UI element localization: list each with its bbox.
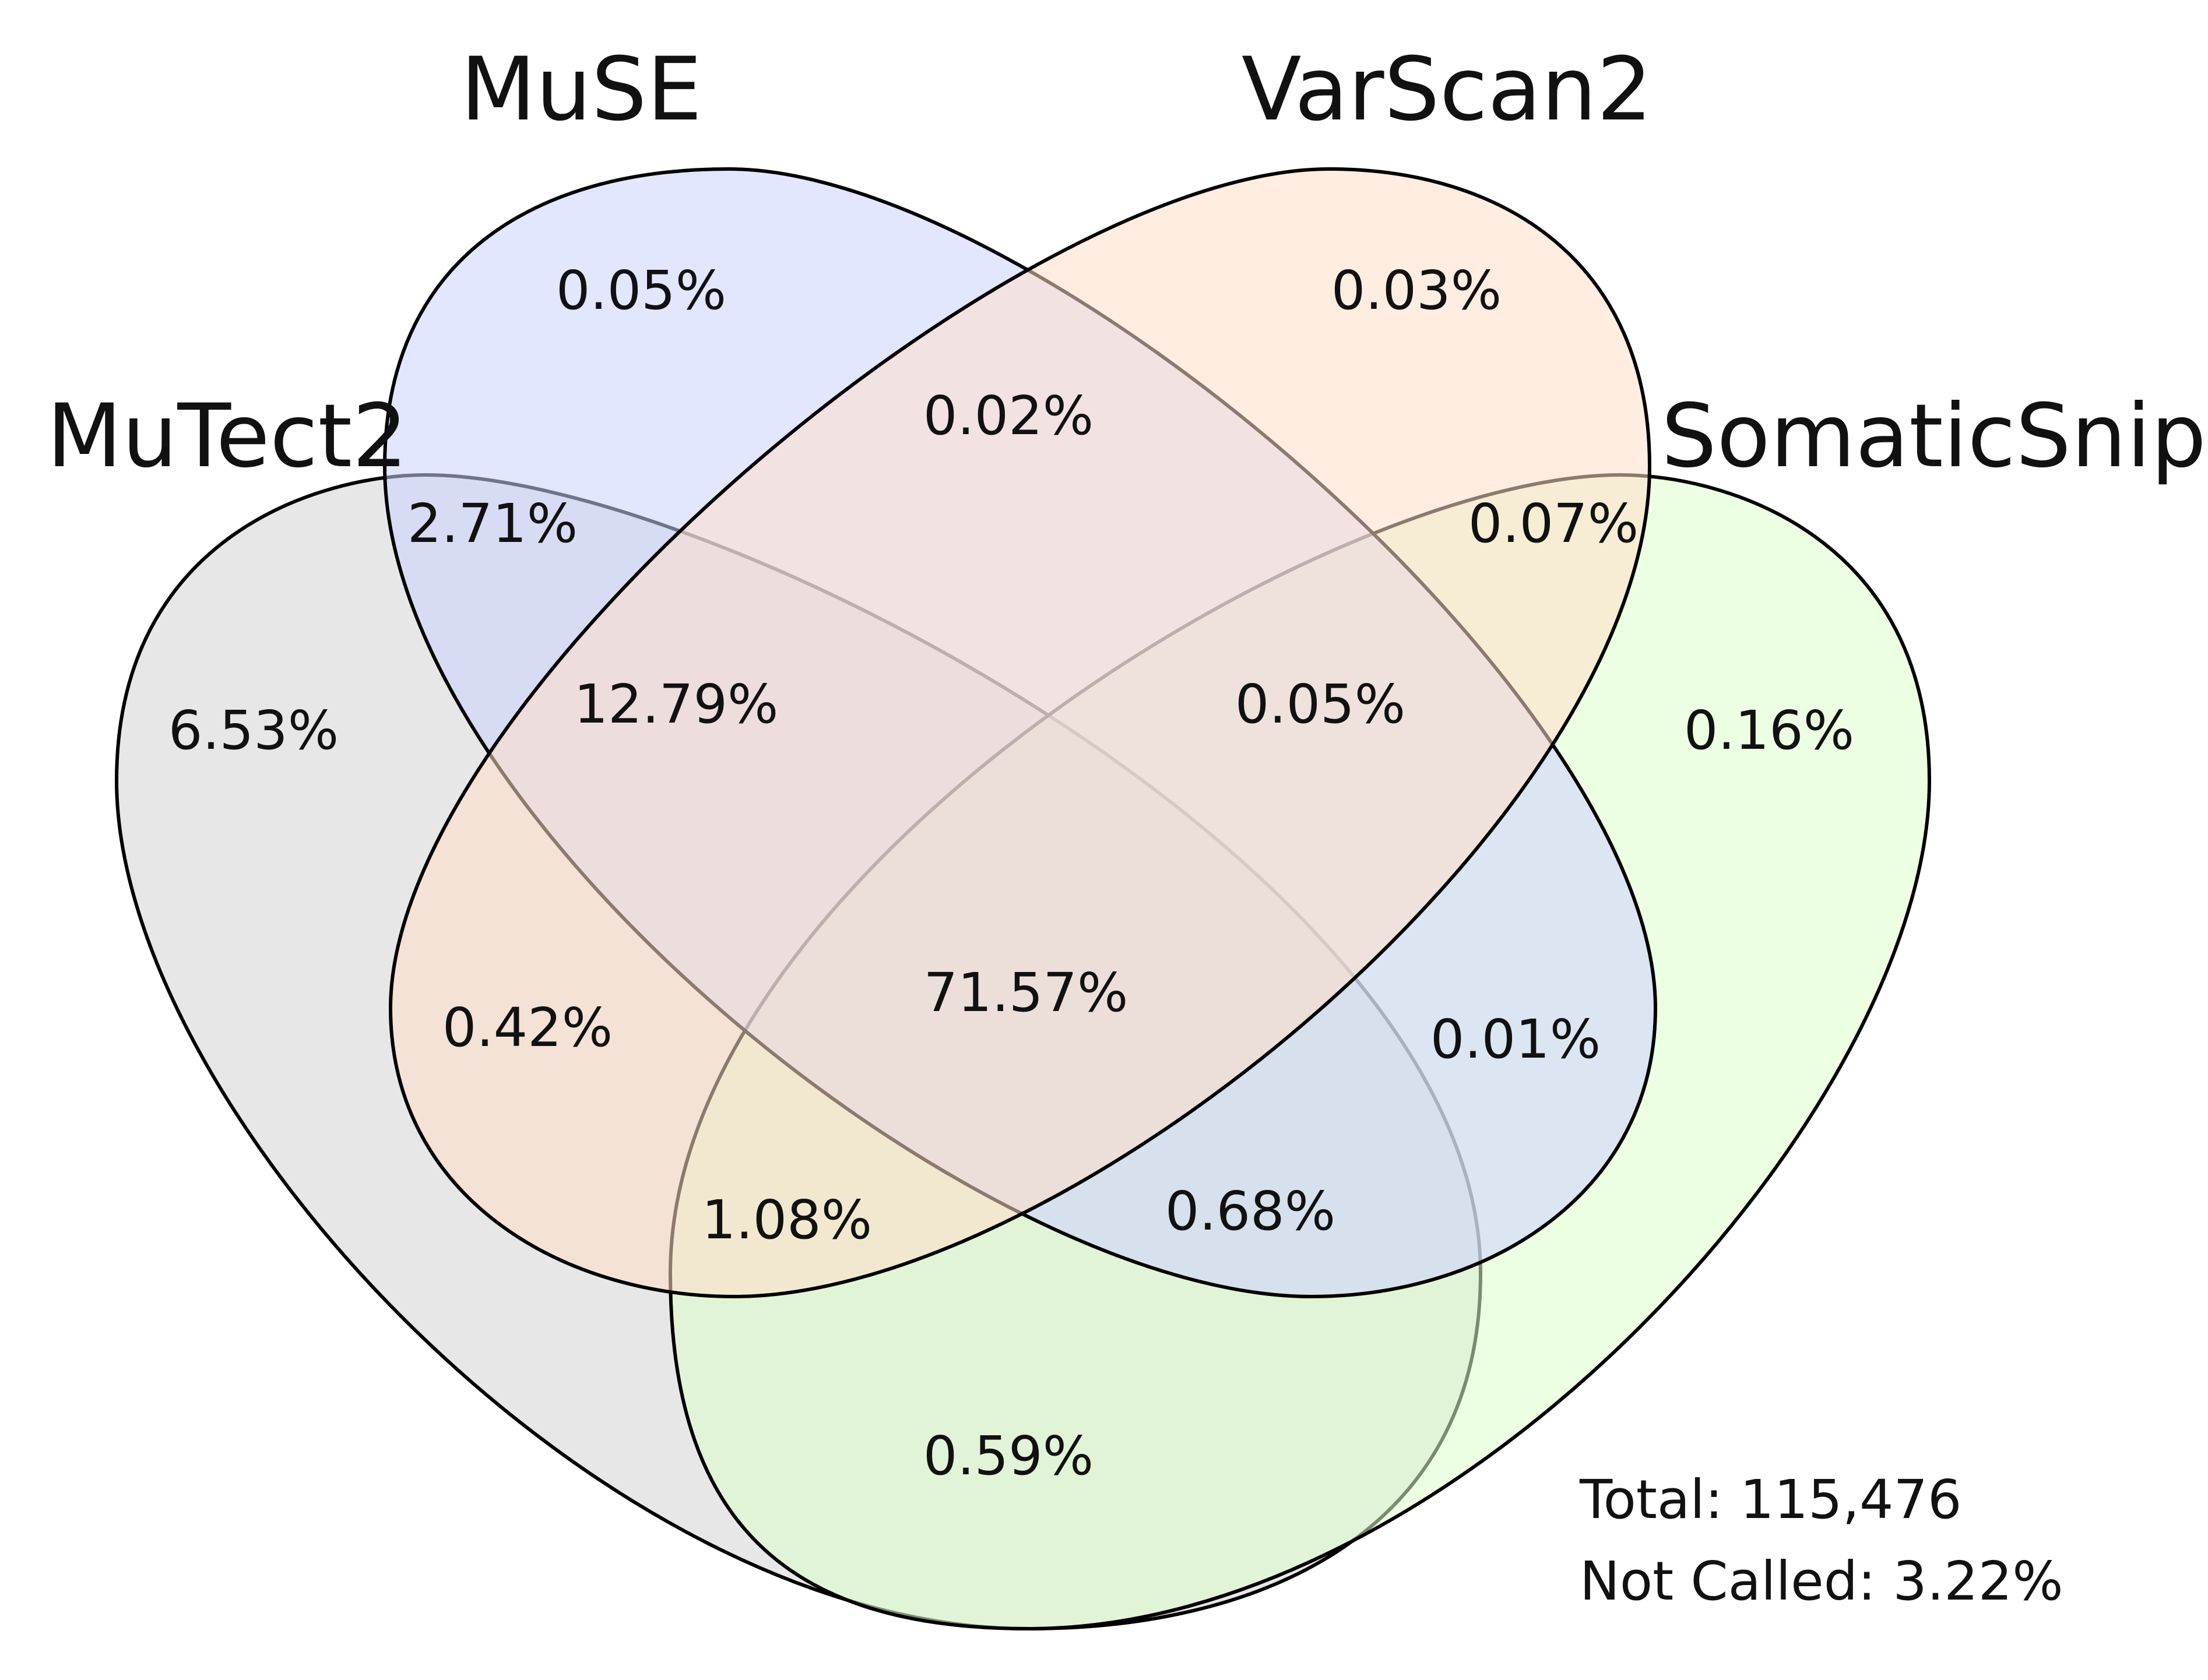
varscan2-set bbox=[388, 167, 1652, 1299]
region-mutect2-muse: 2.71% bbox=[407, 492, 578, 555]
region-mutect2-somaticsniper: 0.59% bbox=[923, 1425, 1094, 1487]
varscan2-title: VarScan2 bbox=[1242, 39, 1653, 140]
region-somaticsniper-only: 0.16% bbox=[1684, 699, 1854, 762]
mutect2-title: MuTect2 bbox=[47, 386, 408, 487]
region-muse-somaticsniper: 0.01% bbox=[1430, 1008, 1601, 1070]
region-mutect2-only: 6.53% bbox=[168, 699, 339, 762]
muse-title: MuSE bbox=[460, 39, 702, 140]
region-mutect2-varscan2-somaticsniper: 1.08% bbox=[702, 1189, 872, 1251]
region-all-four: 71.57% bbox=[924, 961, 1128, 1024]
region-muse-varscan2-somaticsniper: 0.05% bbox=[1235, 673, 1405, 735]
not-called-percent: Not Called: 3.22% bbox=[1580, 1550, 2063, 1612]
region-mutect2-varscan2: 0.42% bbox=[442, 996, 613, 1059]
region-muse-only: 0.05% bbox=[556, 259, 726, 322]
region-varscan2-only: 0.03% bbox=[1331, 259, 1502, 322]
region-mutect2-muse-somaticsniper: 0.68% bbox=[1165, 1180, 1335, 1242]
region-muse-varscan2: 0.02% bbox=[923, 385, 1094, 447]
total-count: Total: 115,476 bbox=[1579, 1468, 1962, 1531]
region-mutect2-muse-varscan2: 12.79% bbox=[574, 673, 779, 735]
somaticsniper-title: SomaticSniper bbox=[1661, 386, 2208, 487]
region-varscan2-somaticsniper: 0.07% bbox=[1468, 492, 1639, 555]
